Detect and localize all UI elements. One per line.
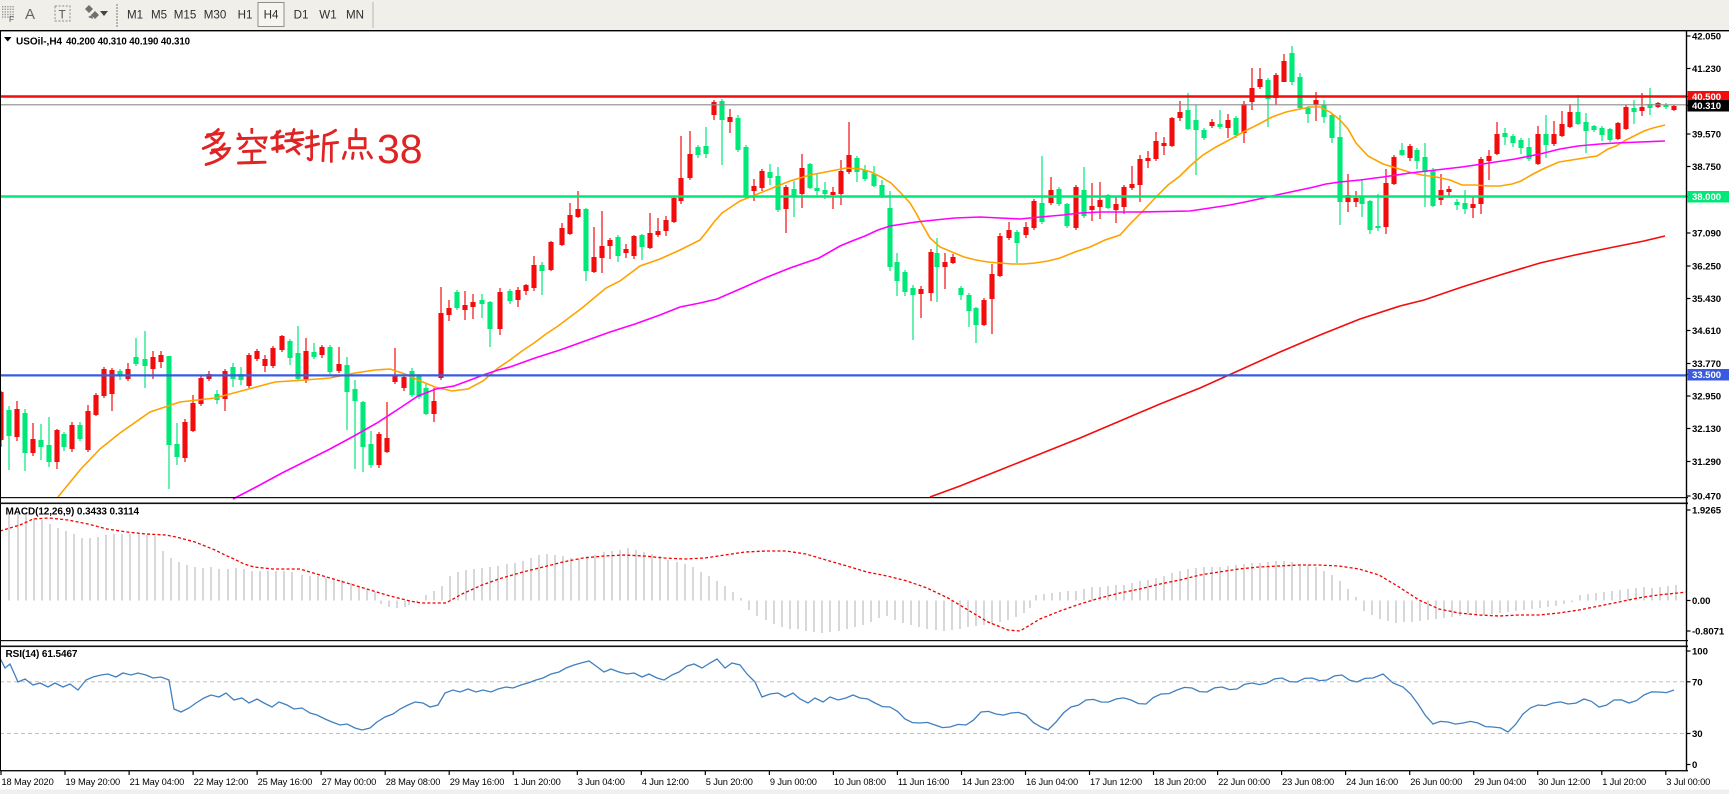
svg-text:28 May 08:00: 28 May 08:00	[386, 777, 441, 787]
svg-text:T: T	[59, 8, 67, 22]
svg-text:40.200 40.310 40.190 40.310: 40.200 40.310 40.190 40.310	[66, 37, 190, 48]
svg-text:-0.8071: -0.8071	[1692, 627, 1725, 638]
svg-text:18 May 2020: 18 May 2020	[2, 777, 54, 787]
svg-text:1.9265: 1.9265	[1692, 506, 1722, 517]
svg-text:21 May 04:00: 21 May 04:00	[130, 777, 185, 787]
svg-text:H1: H1	[238, 9, 253, 22]
svg-text:3 Jun 04:00: 3 Jun 04:00	[578, 777, 625, 787]
svg-text:38.000: 38.000	[1692, 192, 1721, 203]
svg-text:38: 38	[377, 126, 423, 172]
svg-text:40.500: 40.500	[1692, 92, 1721, 103]
svg-text:32.130: 32.130	[1692, 424, 1721, 435]
svg-text:39.570: 39.570	[1692, 130, 1721, 141]
svg-text:100: 100	[1692, 647, 1708, 658]
svg-text:22 Jun 00:00: 22 Jun 00:00	[1218, 777, 1270, 787]
svg-text:30.470: 30.470	[1692, 492, 1721, 503]
svg-text:29 Jun 04:00: 29 Jun 04:00	[1474, 777, 1526, 787]
svg-text:36.250: 36.250	[1692, 262, 1721, 273]
svg-text:22 May 12:00: 22 May 12:00	[194, 777, 249, 787]
svg-text:A: A	[25, 6, 35, 23]
svg-text:40.310: 40.310	[1692, 101, 1721, 112]
svg-text:24 Jun 16:00: 24 Jun 16:00	[1346, 777, 1398, 787]
svg-text:18 Jun 20:00: 18 Jun 20:00	[1154, 777, 1206, 787]
svg-text:41.230: 41.230	[1692, 64, 1721, 75]
svg-text:M15: M15	[174, 9, 197, 22]
svg-text:1 Jul 20:00: 1 Jul 20:00	[1602, 777, 1646, 787]
svg-text:9 Jun 00:00: 9 Jun 00:00	[770, 777, 817, 787]
svg-text:M30: M30	[204, 9, 227, 22]
svg-text:F: F	[9, 15, 14, 24]
svg-text:1 Jun 20:00: 1 Jun 20:00	[514, 777, 561, 787]
svg-text:H4: H4	[264, 9, 279, 22]
svg-text:M5: M5	[151, 9, 167, 22]
svg-text:30 Jun 12:00: 30 Jun 12:00	[1538, 777, 1590, 787]
svg-text:26 Jun 00:00: 26 Jun 00:00	[1410, 777, 1462, 787]
svg-text:14 Jun 23:00: 14 Jun 23:00	[962, 777, 1014, 787]
svg-text:23 Jun 08:00: 23 Jun 08:00	[1282, 777, 1334, 787]
svg-text:31.290: 31.290	[1692, 457, 1721, 468]
svg-text:70: 70	[1692, 677, 1703, 688]
svg-text:3 Jul 00:00: 3 Jul 00:00	[1666, 777, 1710, 787]
svg-text:MN: MN	[346, 9, 364, 22]
svg-text:RSI(14) 61.5467: RSI(14) 61.5467	[6, 649, 78, 660]
svg-text:42.050: 42.050	[1692, 32, 1721, 43]
svg-text:11 Jun 16:00: 11 Jun 16:00	[898, 777, 949, 787]
svg-text:10 Jun 08:00: 10 Jun 08:00	[834, 777, 886, 787]
svg-text:19 May 20:00: 19 May 20:00	[66, 777, 121, 787]
svg-text:37.090: 37.090	[1692, 229, 1721, 240]
svg-text:16 Jun 04:00: 16 Jun 04:00	[1026, 777, 1078, 787]
svg-text:W1: W1	[319, 9, 336, 22]
svg-text:33.770: 33.770	[1692, 359, 1721, 370]
svg-text:35.430: 35.430	[1692, 294, 1721, 305]
svg-text:17 Jun 12:00: 17 Jun 12:00	[1090, 777, 1142, 787]
svg-text:29 May 16:00: 29 May 16:00	[450, 777, 505, 787]
svg-text:D1: D1	[294, 9, 309, 22]
svg-text:33.500: 33.500	[1692, 370, 1721, 381]
svg-text:27 May 00:00: 27 May 00:00	[322, 777, 377, 787]
svg-text:0.00: 0.00	[1692, 596, 1710, 607]
svg-text:0: 0	[1692, 760, 1697, 771]
svg-text:32.950: 32.950	[1692, 392, 1721, 403]
svg-text:4 Jun 12:00: 4 Jun 12:00	[642, 777, 689, 787]
svg-text:25 May 16:00: 25 May 16:00	[258, 777, 313, 787]
svg-text:5 Jun 20:00: 5 Jun 20:00	[706, 777, 753, 787]
svg-text:34.610: 34.610	[1692, 326, 1721, 337]
svg-text:38.750: 38.750	[1692, 162, 1721, 173]
svg-text:USOil-,H4: USOil-,H4	[16, 37, 63, 48]
svg-text:M1: M1	[127, 9, 143, 22]
svg-text:30: 30	[1692, 729, 1703, 740]
svg-text:MACD(12,26,9) 0.3433 0.3114: MACD(12,26,9) 0.3433 0.3114	[6, 507, 140, 518]
